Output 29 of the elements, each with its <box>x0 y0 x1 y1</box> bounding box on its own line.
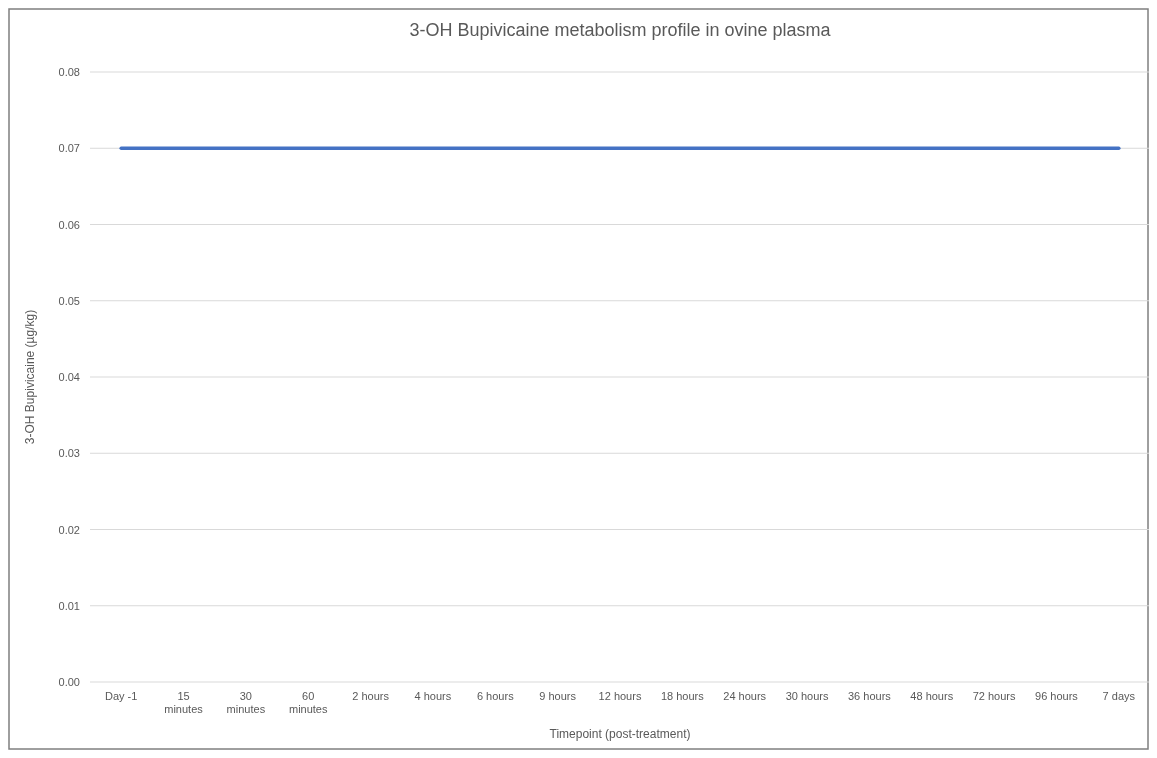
x-tick-label: 9 hours <box>539 690 577 702</box>
y-tick-label: 0.02 <box>58 523 80 536</box>
x-tick-label: 2 hours <box>352 690 390 702</box>
y-tick-label: 0.08 <box>58 66 80 78</box>
x-tick-label: 36 hours <box>848 690 892 702</box>
x-tick-label: 4 hours <box>414 690 452 702</box>
x-tick-label: 60 minutes <box>288 690 328 715</box>
x-tick-label: 30 minutes <box>226 690 266 715</box>
x-tick-label: 18 hours <box>660 690 705 702</box>
x-tick-label: 48 hours <box>910 690 954 702</box>
x-tick-label: 12 hours <box>598 690 642 702</box>
x-tick-label: 30 hours <box>785 690 829 702</box>
y-tick-label: 0.06 <box>58 218 80 231</box>
x-tick-label: 24 hours <box>723 690 767 702</box>
x-tick-label: Day -1 <box>104 690 138 702</box>
y-tick-label: 0.07 <box>58 142 80 155</box>
x-tick-label: 72 hours <box>972 690 1017 702</box>
y-tick-label: 0.01 <box>58 599 80 612</box>
y-tick-label: 0.03 <box>58 447 80 460</box>
x-tick-label: 15 minutes <box>164 690 204 715</box>
x-axis-title: Timepoint (post-treatment) <box>549 727 691 741</box>
y-axis-title: 3-OH Bupivicaine (µg/kg) <box>23 309 37 445</box>
x-tick-label: 7 days <box>1102 690 1136 702</box>
x-tick-label: 96 hours <box>1035 690 1079 702</box>
x-tick-label: 6 hours <box>476 690 515 702</box>
chart-title: 3-OH Bupivicaine metabolism profile in ovine plasma <box>409 20 832 40</box>
y-tick-label: 0.05 <box>58 294 80 307</box>
y-tick-label: 0.00 <box>58 676 80 688</box>
y-tick-label: 0.04 <box>58 371 80 383</box>
